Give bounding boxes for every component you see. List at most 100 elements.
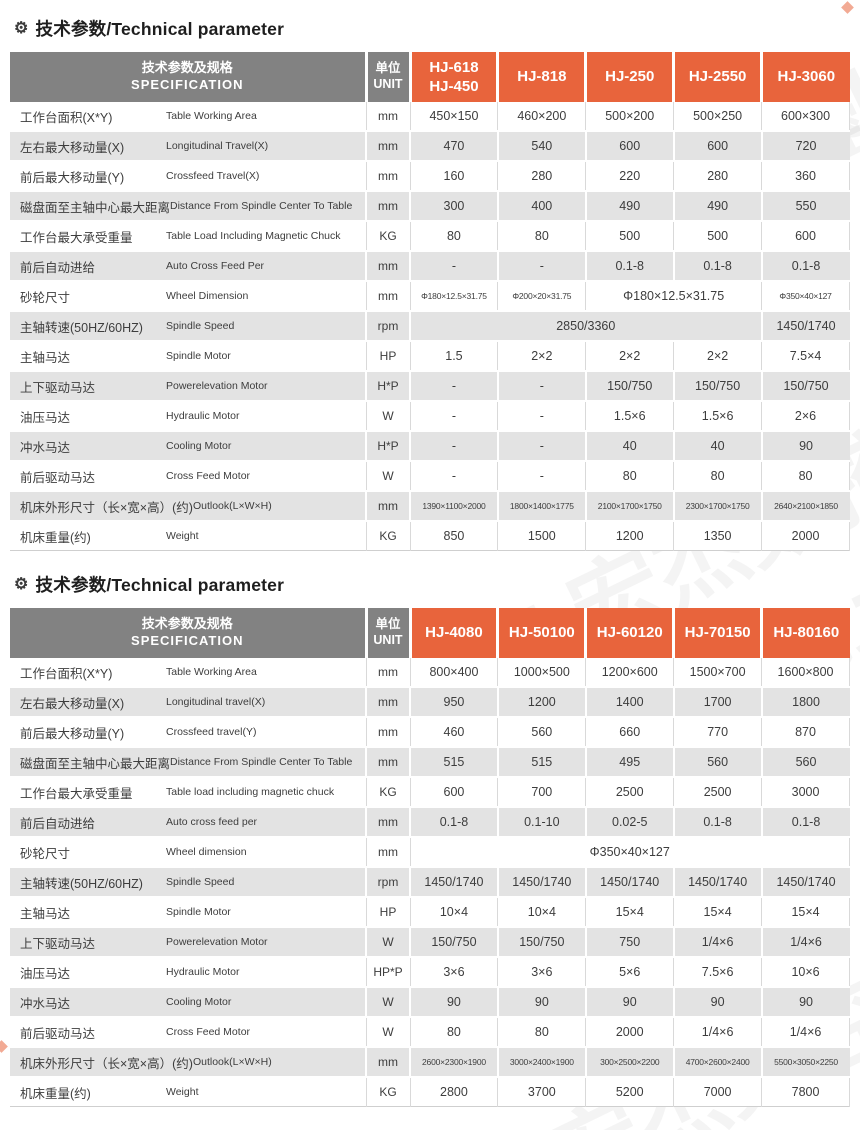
value-cell: 1700 bbox=[673, 686, 763, 718]
value-cell: 90 bbox=[673, 986, 763, 1018]
spec-row: 机床外形尺寸（长×宽×高）(约) Outlook(L×W×H) mm 1390×110… bbox=[10, 490, 850, 522]
value-cell: 0.1-8 bbox=[761, 806, 850, 838]
model-header-cell: HJ-618 HJ-450 bbox=[408, 52, 498, 102]
unit-cell: mm bbox=[366, 281, 411, 311]
spec-label: 主轴转速(50HZ/60HZ) Spindle Speed bbox=[10, 317, 365, 336]
spec-label-cell: 冲水马达 Cooling Motor bbox=[10, 986, 367, 1018]
unit-header-en: UNIT bbox=[373, 633, 403, 647]
value-cell: 490 bbox=[673, 190, 763, 222]
value-cell: 1800×1400×1775 bbox=[497, 490, 587, 522]
spec-label-cell: 砂轮尺寸 Wheel dimension bbox=[10, 837, 367, 867]
spec-label: 上下驱动马达 Powerelevation Motor bbox=[10, 377, 365, 396]
spec-row: 前后最大移动量(Y) Crossfeed travel(Y) mm 460 560 660… bbox=[10, 717, 850, 747]
unit-cell: HP bbox=[366, 341, 411, 371]
value-cell: 1500 bbox=[497, 521, 587, 551]
value-cell: 2×2 bbox=[673, 341, 763, 371]
value-cell: - bbox=[410, 461, 499, 491]
value-cell: 15×4 bbox=[673, 897, 763, 927]
value-cell: 80 bbox=[585, 461, 675, 491]
spec-label-cell: 冲水马达 Cooling Motor bbox=[10, 430, 367, 462]
spec-label-cell: 前后驱动马达 Cross Feed Motor bbox=[10, 461, 367, 491]
spec-row: 机床外形尺寸（长×宽×高）(约) Outlook(L×W×H) mm 2600×230… bbox=[10, 1046, 850, 1078]
unit-header: 单位 UNIT bbox=[364, 52, 410, 102]
value-cell: 150/750 bbox=[673, 370, 763, 402]
spec-row: 砂轮尺寸 Wheel dimension mm Φ350×40×127 bbox=[10, 837, 850, 867]
unit-cell: rpm bbox=[366, 310, 411, 342]
spec-label-cell: 机床重量(约) Weight bbox=[10, 1077, 367, 1107]
spec-label-cell: 工作台面积(X*Y) Table Working Area bbox=[10, 658, 367, 687]
unit-cell: KG bbox=[366, 1077, 411, 1107]
spec-label: 工作台最大承受重量 Table Load Including Magnetic C… bbox=[10, 227, 366, 246]
unit-cell: mm bbox=[366, 658, 411, 687]
spec-label: 主轴转速(50HZ/60HZ) Spindle Speed bbox=[10, 873, 365, 892]
spec-label-en: Spindle Speed bbox=[166, 320, 235, 332]
spec-label-en: Hydraulic Motor bbox=[166, 410, 240, 422]
value-cell: - bbox=[497, 370, 587, 402]
spec-label: 冲水马达 Cooling Motor bbox=[10, 437, 365, 456]
spec-section-1: ⚙ 技术参数/Technical parameter 技术参数及规格 SPECIFIC… bbox=[0, 0, 860, 551]
gear-icon: ⚙ bbox=[14, 19, 29, 37]
spec-label-en: Crossfeed Travel(X) bbox=[166, 170, 260, 182]
value-cell: 600 bbox=[673, 130, 763, 162]
spec-row: 工作台最大承受重量 Table load including magnetic c… bbox=[10, 777, 850, 807]
spec-label-en: Spindle Motor bbox=[166, 350, 231, 362]
value-cell: 720 bbox=[761, 130, 850, 162]
spec-row: 前后驱动马达 Cross Feed Motor W 80 80 2000 1/4×6 1/4×… bbox=[10, 1017, 850, 1047]
unit-cell: HP bbox=[366, 897, 411, 927]
value-cell: 3000×2400×1900 bbox=[497, 1046, 587, 1078]
unit-cell: W bbox=[366, 461, 411, 491]
spec-label-en: Table load including magnetic chuck bbox=[166, 786, 335, 798]
spec-label-cell: 左右最大移动量(X) Longitudinal travel(X) bbox=[10, 686, 367, 718]
value-cell: 1350 bbox=[673, 521, 763, 551]
value-cell: 0.1-8 bbox=[761, 250, 850, 282]
spec-row: 机床重量(约) Weight KG 2800 3700 5200 7000 7800 bbox=[10, 1077, 850, 1107]
value-cell: 450×150 bbox=[410, 102, 499, 131]
value-cell: 5200 bbox=[585, 1077, 675, 1107]
spec-header-zh: 技术参数及规格 bbox=[141, 616, 233, 632]
value-cell: 10×4 bbox=[410, 897, 499, 927]
value-cell: 280 bbox=[673, 161, 763, 191]
spec-row: 前后自动进给 Auto Cross Feed Per mm - -0.1-8 0.1-8 0… bbox=[10, 250, 850, 282]
spec-label-en: Distance From Spindle Center To Table bbox=[170, 200, 353, 212]
unit-cell: mm bbox=[366, 1046, 411, 1078]
spec-label: 砂轮尺寸 Wheel dimension bbox=[10, 843, 366, 862]
spec-label-zh: 砂轮尺寸 bbox=[20, 846, 71, 861]
spec-row: 上下驱动马达 Powerelevation Motor W 150/750 150/75… bbox=[10, 926, 850, 958]
spec-section-2: ⚙ 技术参数/Technical parameter 技术参数及规格 SPECIFIC… bbox=[0, 551, 860, 1107]
value-cell: 1000×500 bbox=[497, 658, 587, 687]
value-cell: 2000 bbox=[585, 1017, 675, 1047]
spec-label-en: Cooling Motor bbox=[166, 440, 232, 452]
spec-label: 主轴马达 Spindle Motor bbox=[10, 903, 366, 922]
value-cell: 600 bbox=[585, 130, 675, 162]
spec-label: 机床外形尺寸（长×宽×高）(约) Outlook(L×W×H) bbox=[10, 1053, 365, 1072]
spec-label-zh: 冲水马达 bbox=[20, 996, 71, 1011]
value-cell: 1500×700 bbox=[673, 658, 763, 687]
spec-label-cell: 主轴转速(50HZ/60HZ) Spindle Speed bbox=[10, 866, 367, 898]
spec-row: 冲水马达 Cooling Motor W 90 90 90 90 90 bbox=[10, 986, 850, 1018]
value-cell: 500×200 bbox=[585, 102, 675, 131]
value-cell: 400 bbox=[497, 190, 587, 222]
spec-label-en: Weight bbox=[166, 1086, 199, 1098]
spec-label: 油压马达 Hydraulic Motor bbox=[10, 963, 366, 982]
unit-cell: mm bbox=[366, 250, 411, 282]
spec-row: 主轴马达 Spindle Motor HP 10×4 10×4 15×4 15×4 15×4 bbox=[10, 897, 850, 927]
spec-label-cell: 前后最大移动量(Y) Crossfeed Travel(X) bbox=[10, 161, 367, 191]
spec-row: 前后最大移动量(Y) Crossfeed Travel(X) mm 160 280 220… bbox=[10, 161, 850, 191]
value-cell: 560 bbox=[497, 717, 587, 747]
value-cell: 5500×3050×2250 bbox=[761, 1046, 850, 1078]
spec-label-cell: 油压马达 Hydraulic Motor bbox=[10, 957, 367, 987]
spec-label: 主轴马达 Spindle Motor bbox=[10, 347, 366, 366]
value-cell: 360 bbox=[761, 161, 850, 191]
spec-row: 工作台面积(X*Y) Table Working Area mm 450×150 460… bbox=[10, 102, 850, 131]
spec-label-cell: 上下驱动马达 Powerelevation Motor bbox=[10, 926, 367, 958]
value-cell: 150/750 bbox=[761, 370, 850, 402]
value-cell: 1400 bbox=[585, 686, 675, 718]
gear-icon: ⚙ bbox=[14, 575, 29, 593]
spec-label-cell: 机床重量(约) Weight bbox=[10, 521, 367, 551]
value-cell: 150/750 bbox=[410, 926, 499, 958]
value-cell: 1/4×6 bbox=[673, 926, 763, 958]
value-cell: 90 bbox=[410, 986, 499, 1018]
spec-label-zh: 主轴马达 bbox=[20, 350, 71, 365]
unit-cell: mm bbox=[366, 806, 411, 838]
